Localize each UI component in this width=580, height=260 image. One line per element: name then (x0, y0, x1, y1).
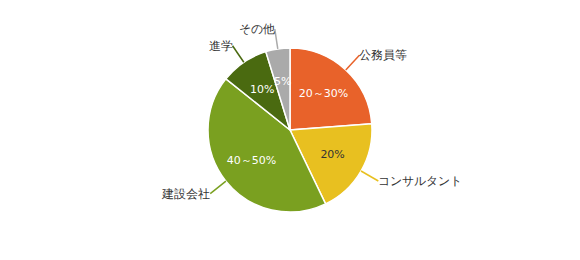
svg-text:進学: 進学 (209, 39, 233, 53)
svg-text:公務員等: 公務員等 (359, 48, 407, 62)
svg-text:コンサルタント: コンサルタント (378, 174, 462, 188)
svg-text:その他: その他 (239, 22, 275, 36)
svg-text:建設会社: 建設会社 (161, 187, 210, 201)
svg-text:5%: 5% (274, 75, 291, 88)
svg-text:20%: 20% (320, 148, 344, 161)
svg-text:40～50%: 40～50% (227, 154, 276, 167)
svg-text:20～30%: 20～30% (299, 87, 348, 100)
svg-text:10%: 10% (250, 83, 274, 96)
